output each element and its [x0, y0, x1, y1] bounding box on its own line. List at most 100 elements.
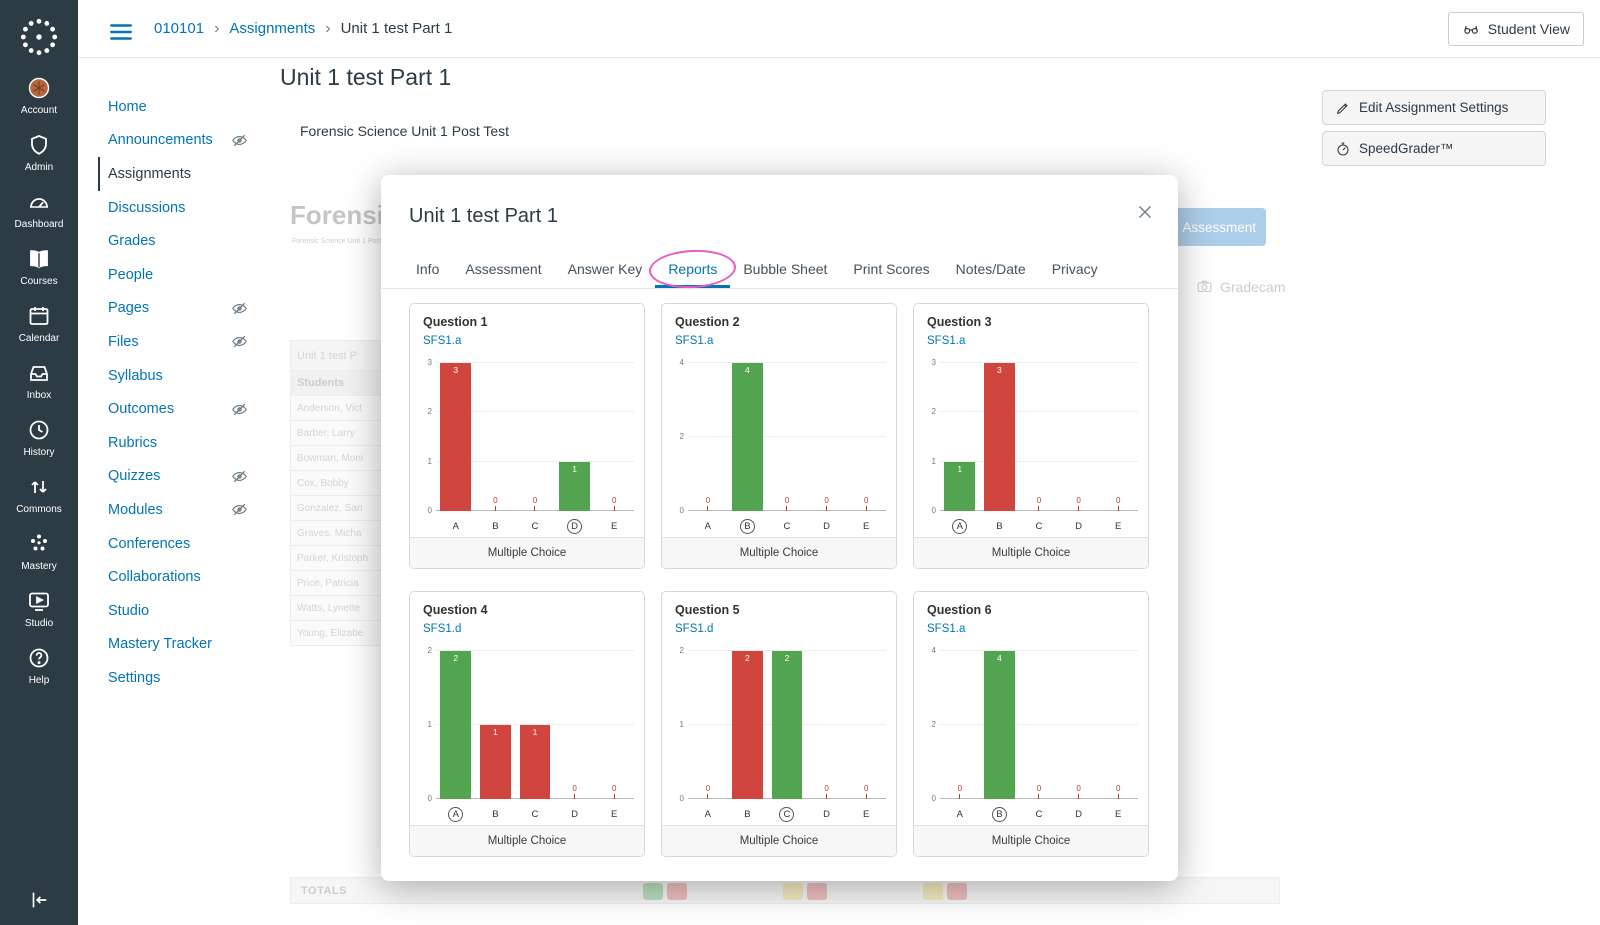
course-nav-item-grades[interactable]: Grades — [108, 224, 248, 258]
canvas-logo-icon[interactable] — [16, 14, 62, 60]
zero-tick — [1038, 794, 1040, 799]
chart-gridline — [436, 411, 634, 413]
standard-link[interactable]: SFS1.a — [675, 335, 714, 347]
course-nav-item-collaborations[interactable]: Collaborations — [108, 560, 248, 594]
bar-value-label: 3 — [453, 365, 459, 375]
chart-gridline — [940, 460, 1138, 462]
y-axis-tick-label: 3 — [931, 358, 936, 367]
tab-notes-date[interactable]: Notes/Date — [943, 250, 1039, 288]
speedgrader-button[interactable]: SpeedGrader™ — [1322, 131, 1546, 166]
course-nav-item-discussions[interactable]: Discussions — [108, 191, 248, 225]
question-title: Question 5 — [675, 603, 740, 617]
global-nav-item-calendar[interactable]: Calendar — [0, 296, 78, 353]
course-nav-label: Modules — [108, 501, 163, 518]
background-student-row: Parker, Kristoph — [290, 546, 382, 571]
y-axis-tick-label: 0 — [679, 794, 684, 803]
zero-marker: 0 — [1116, 497, 1120, 511]
zero-value-label: 0 — [824, 784, 829, 793]
student-view-button[interactable]: Student View — [1447, 11, 1584, 46]
course-nav-item-studio[interactable]: Studio — [108, 594, 248, 628]
x-label-text: E — [611, 809, 618, 820]
global-nav-item-admin[interactable]: Admin — [0, 125, 78, 182]
course-nav-item-pages[interactable]: Pages — [108, 292, 248, 326]
x-label-text: A — [704, 809, 711, 820]
standard-link[interactable]: SFS1.d — [675, 623, 714, 635]
zero-value-label: 0 — [863, 784, 869, 793]
bar-column-D: 0 — [807, 363, 847, 511]
course-nav-item-modules[interactable]: Modules — [108, 493, 248, 527]
tab-privacy[interactable]: Privacy — [1039, 250, 1111, 288]
tab-info[interactable]: Info — [403, 250, 452, 288]
course-nav-item-assignments[interactable]: Assignments — [98, 157, 248, 191]
global-nav-item-courses[interactable]: Courses — [0, 239, 78, 296]
history-icon — [27, 418, 51, 442]
course-nav-item-settings[interactable]: Settings — [108, 661, 248, 695]
tab-print-scores[interactable]: Print Scores — [840, 250, 942, 288]
hamburger-menu-icon[interactable] — [108, 19, 134, 40]
tab-reports[interactable]: Reports — [648, 247, 738, 291]
collapse-sidebar-button[interactable] — [28, 889, 50, 911]
global-nav-item-history[interactable]: History — [0, 410, 78, 467]
correct-answer-circle: D — [567, 519, 583, 534]
global-nav-item-account[interactable]: Account — [0, 68, 78, 125]
zero-tick — [1038, 506, 1040, 511]
course-nav-item-announcements[interactable]: Announcements — [108, 124, 248, 158]
tab-answer-key[interactable]: Answer Key — [555, 250, 656, 288]
bar-column-C: 0 — [1019, 651, 1059, 799]
question-title: Question 3 — [927, 315, 992, 329]
standard-link[interactable]: SFS1.a — [927, 335, 966, 347]
course-nav-label: Announcements — [108, 132, 213, 149]
course-nav-label: Pages — [108, 300, 150, 317]
correct-answer-circle: A — [952, 519, 968, 534]
zero-marker: 0 — [612, 497, 616, 511]
standard-link[interactable]: SFS1.a — [927, 623, 966, 635]
global-nav-item-studio[interactable]: Studio — [0, 581, 78, 638]
bar-value-label: 3 — [997, 365, 1002, 375]
bar-column-A: 1 — [940, 363, 980, 511]
global-nav-item-inbox[interactable]: Inbox — [0, 353, 78, 410]
breadcrumb-assignments[interactable]: Assignments — [229, 20, 316, 37]
global-nav-sidebar: Account Admin Dashboard Courses Calendar Inbo… — [0, 0, 78, 925]
x-label-B: B — [980, 807, 1020, 822]
chart-plot-area: 0 1 2 3 1 3 0 0 0 — [932, 358, 1138, 515]
edit-assignment-settings-button[interactable]: Edit Assignment Settings — [1322, 90, 1546, 125]
course-nav-label: Quizzes — [108, 468, 161, 485]
zero-marker: 0 — [1037, 497, 1041, 511]
course-nav-item-files[interactable]: Files — [108, 325, 248, 359]
correct-answer-circle: C — [779, 807, 795, 822]
global-nav-item-help[interactable]: Help — [0, 638, 78, 695]
bar-column-A: 0 — [940, 651, 980, 799]
bar-column-C: 0 — [515, 363, 555, 511]
assessment-detail-modal: Unit 1 test Part 1 Info Assessment Answer … — [381, 175, 1178, 881]
y-axis-tick-label: 0 — [427, 506, 432, 515]
question-card-header: Question 3 SFS1.a — [914, 304, 1148, 349]
close-icon[interactable] — [1134, 201, 1156, 223]
global-nav-item-dashboard[interactable]: Dashboard — [0, 182, 78, 239]
course-nav-item-people[interactable]: People — [108, 258, 248, 292]
zero-tick — [494, 506, 496, 511]
standard-link[interactable]: SFS1.a — [423, 335, 462, 347]
tab-assessment[interactable]: Assessment — [452, 250, 554, 288]
course-nav-item-outcomes[interactable]: Outcomes — [108, 392, 248, 426]
x-label-text: E — [611, 521, 618, 532]
course-nav-item-mastery-tracker[interactable]: Mastery Tracker — [108, 628, 248, 662]
global-nav-item-mastery[interactable]: Mastery — [0, 524, 78, 581]
global-nav-item-commons[interactable]: Commons — [0, 467, 78, 524]
question-card-question-2: Question 2 SFS1.a 0 2 4 0 4 0 0 0 A B C D E Multiple Ch… — [661, 303, 897, 569]
course-nav-item-syllabus[interactable]: Syllabus — [108, 359, 248, 393]
course-nav-item-conferences[interactable]: Conferences — [108, 527, 248, 561]
background-table-title-cell: Unit 1 test P — [290, 341, 382, 371]
course-nav-label: Collaborations — [108, 569, 201, 586]
visibility-off-icon — [231, 132, 248, 149]
course-nav-item-rubrics[interactable]: Rubrics — [108, 426, 248, 460]
background-student-row: Bowman, Moni — [290, 446, 382, 471]
tab-bubble-sheet[interactable]: Bubble Sheet — [730, 250, 840, 288]
breadcrumb-010101[interactable]: 010101 — [154, 20, 205, 37]
course-nav-item-home[interactable]: Home — [108, 90, 248, 124]
bar-value-label: 1 — [957, 463, 963, 474]
zero-marker: 0 — [533, 497, 537, 511]
x-label-C: C — [515, 519, 555, 534]
course-nav-item-quizzes[interactable]: Quizzes — [108, 460, 248, 494]
standard-link[interactable]: SFS1.d — [423, 623, 462, 635]
bar-column-E: 0 — [846, 651, 886, 799]
